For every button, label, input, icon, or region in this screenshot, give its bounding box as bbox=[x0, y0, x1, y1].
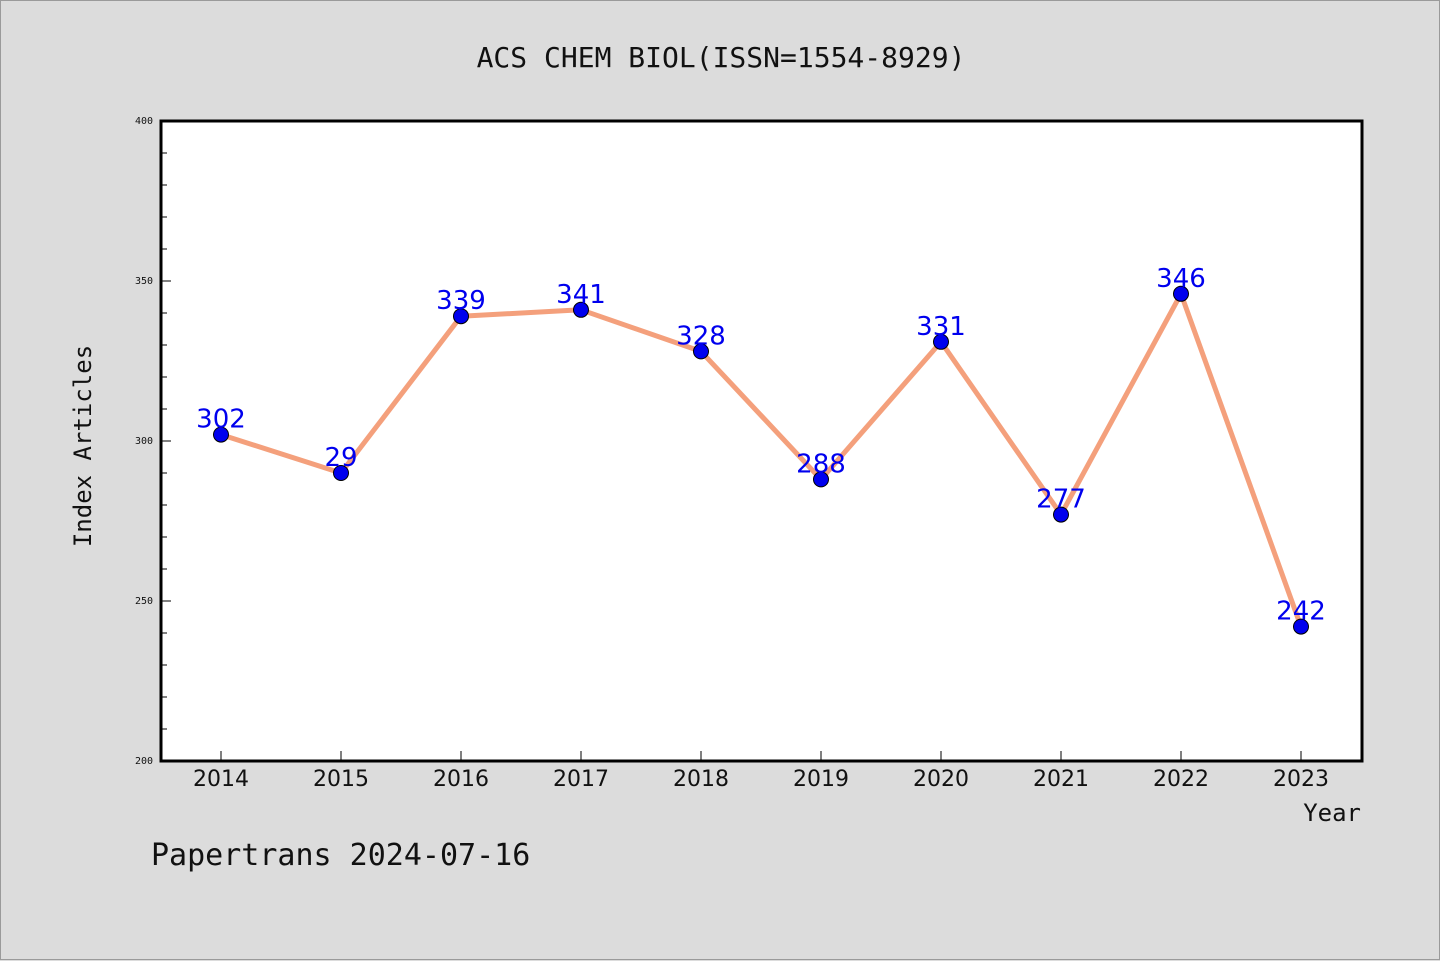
data-label: 277 bbox=[1036, 485, 1086, 515]
x-tick-label: 2019 bbox=[793, 767, 849, 792]
x-tick-label: 2014 bbox=[193, 767, 249, 792]
data-label: 339 bbox=[436, 286, 486, 316]
y-tick-label: 300 bbox=[135, 436, 153, 447]
data-point bbox=[573, 301, 589, 318]
x-tick-label: 2017 bbox=[553, 767, 609, 792]
data-point bbox=[1293, 618, 1309, 635]
y-axis-label: Index Articles bbox=[69, 345, 97, 547]
y-tick-label: 350 bbox=[135, 276, 153, 287]
x-tick-label: 2020 bbox=[913, 767, 969, 792]
x-tick-label: 2016 bbox=[433, 767, 489, 792]
series-layer bbox=[213, 285, 1309, 635]
x-tick-label: 2015 bbox=[313, 767, 369, 792]
data-label: 341 bbox=[556, 280, 606, 310]
x-axis: 2014 2015 2016 2017 2018 2019 2020 2021 2022 2023 bbox=[193, 751, 1329, 792]
data-label: 302 bbox=[196, 405, 246, 435]
y-tick-label: 400 bbox=[135, 116, 153, 127]
x-axis-label: Year bbox=[1303, 799, 1361, 827]
y-tick-label: 200 bbox=[135, 756, 153, 767]
data-point bbox=[213, 426, 229, 443]
x-tick-label: 2022 bbox=[1153, 767, 1209, 792]
x-tick-label: 2023 bbox=[1273, 767, 1329, 792]
plot-area bbox=[159, 119, 1364, 763]
data-label: 29 bbox=[324, 443, 357, 473]
y-tick-label: 250 bbox=[135, 596, 153, 607]
series-line bbox=[220, 291, 1304, 628]
data-label: 346 bbox=[1156, 264, 1206, 294]
data-point bbox=[933, 333, 949, 350]
data-label: 331 bbox=[916, 312, 966, 342]
data-point bbox=[693, 343, 709, 360]
data-label: 242 bbox=[1276, 597, 1326, 627]
chart-title: ACS CHEM BIOL(ISSN=1554-8929) bbox=[477, 41, 966, 74]
data-point bbox=[1173, 285, 1189, 302]
x-tick-label: 2021 bbox=[1033, 767, 1089, 792]
x-tick-label: 2018 bbox=[673, 767, 729, 792]
data-label: 288 bbox=[796, 449, 846, 479]
data-point bbox=[453, 308, 469, 325]
data-point bbox=[333, 465, 349, 481]
y-axis: 200 250 300 350 400 bbox=[135, 116, 171, 767]
data-point bbox=[1053, 506, 1069, 523]
footer-credit: Papertrans 2024-07-16 bbox=[151, 838, 530, 873]
data-point bbox=[813, 471, 829, 488]
data-labels: 302 29 339 341 328 288 331 277 346 242 bbox=[196, 264, 1326, 627]
data-label: 328 bbox=[676, 321, 726, 351]
